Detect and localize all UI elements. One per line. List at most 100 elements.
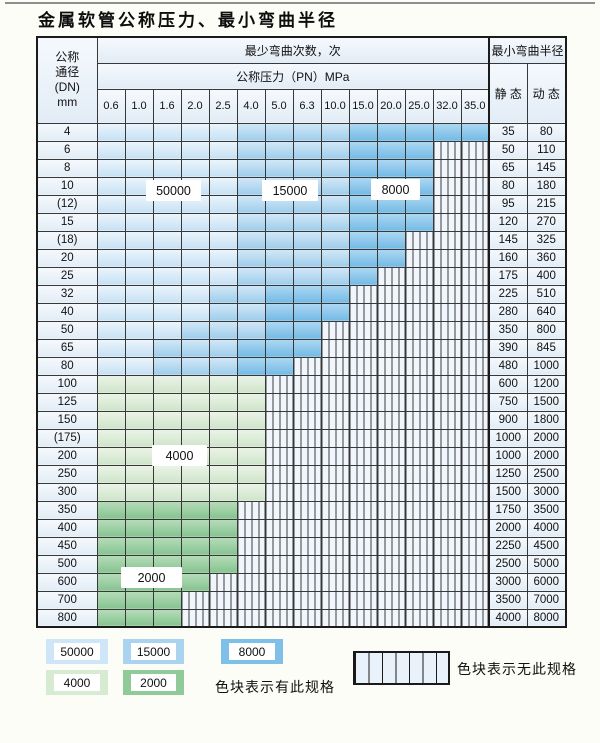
table-row: 150 900 1800 — [36, 410, 567, 430]
cell-no-spec — [320, 410, 350, 430]
dynamic-radius-cell: 1800 — [526, 410, 567, 430]
cell-spec-b8 — [320, 302, 350, 322]
cell-no-spec — [236, 500, 266, 520]
cell-spec-b15 — [264, 230, 294, 250]
cell-no-spec — [236, 536, 266, 556]
table-row: 700 3500 7000 — [36, 590, 567, 610]
cycles-label-50000: 50000 — [146, 180, 201, 201]
cell-no-spec — [460, 482, 490, 502]
cell-spec-b15 — [236, 320, 266, 340]
dynamic-radius-cell: 7000 — [526, 590, 567, 610]
cell-spec-b50 — [208, 194, 238, 214]
cell-no-spec — [404, 302, 434, 322]
cell-no-spec — [376, 266, 406, 286]
cell-no-spec — [292, 464, 322, 484]
cell-spec-b50 — [208, 248, 238, 268]
cell-spec-b15 — [180, 320, 210, 340]
static-radius-cell: 3000 — [488, 572, 528, 592]
cell-spec-g4 — [180, 374, 210, 394]
table-row: 350 1750 3500 — [36, 500, 567, 520]
dn-cell: 8 — [36, 158, 98, 178]
cell-spec-g4 — [208, 374, 238, 394]
cell-no-spec — [404, 536, 434, 556]
cell-no-spec — [320, 374, 350, 394]
cell-no-spec — [404, 518, 434, 538]
cell-no-spec — [348, 428, 378, 448]
dynamic-radius-cell: 1500 — [526, 392, 567, 412]
cell-no-spec — [320, 338, 350, 358]
cell-no-spec — [376, 284, 406, 304]
cell-spec-g2 — [96, 590, 126, 610]
dynamic-radius-cell: 4000 — [526, 518, 567, 538]
cell-spec-b15 — [208, 284, 238, 304]
cell-no-spec — [432, 140, 462, 160]
cell-spec-b15 — [264, 158, 294, 178]
cell-spec-b8 — [348, 122, 378, 142]
cell-spec-b15 — [236, 212, 266, 232]
cell-spec-b15 — [236, 266, 266, 286]
cell-spec-b15 — [292, 212, 322, 232]
cell-spec-b50 — [96, 176, 126, 196]
cell-no-spec — [404, 248, 434, 268]
cell-no-spec — [404, 266, 434, 286]
static-radius-cell: 1500 — [488, 482, 528, 502]
cell-no-spec — [460, 554, 490, 574]
legend-swatch-8000: 8000 — [221, 639, 283, 664]
cell-no-spec — [460, 572, 490, 592]
cell-spec-b8 — [348, 158, 378, 178]
table-row: (18) 145 325 — [36, 230, 567, 250]
cell-no-spec — [404, 446, 434, 466]
cell-spec-g4 — [236, 482, 266, 502]
table-row: 800 4000 8000 — [36, 608, 567, 628]
cell-spec-g2 — [124, 590, 154, 610]
bend-cycles-header: 最少弯曲次数，次 — [96, 36, 490, 64]
cell-no-spec — [376, 356, 406, 376]
cell-spec-b8 — [376, 230, 406, 250]
cell-no-spec — [320, 482, 350, 502]
cell-spec-b50 — [208, 140, 238, 160]
dn-header: 公称 通径 (DN) mm — [36, 36, 98, 124]
cell-spec-g4 — [124, 464, 154, 484]
cell-spec-b15 — [208, 356, 238, 376]
cell-spec-b8 — [264, 302, 294, 322]
cell-no-spec — [460, 464, 490, 484]
cell-spec-b50 — [124, 338, 154, 358]
cell-no-spec — [460, 608, 490, 628]
pressure-col-header: 6.3 — [292, 88, 322, 124]
cell-no-spec — [292, 518, 322, 538]
cell-spec-b15 — [292, 158, 322, 178]
cell-no-spec — [292, 590, 322, 610]
cell-no-spec — [376, 392, 406, 412]
cell-no-spec — [348, 518, 378, 538]
dn-cell: (12) — [36, 194, 98, 214]
cell-spec-g4 — [96, 446, 126, 466]
static-radius-cell: 2250 — [488, 536, 528, 556]
static-radius-cell: 175 — [488, 266, 528, 286]
cell-spec-b15 — [236, 140, 266, 160]
cell-no-spec — [432, 572, 462, 592]
cell-no-spec — [348, 464, 378, 484]
legend-swatch-15000: 15000 — [123, 639, 184, 664]
cell-no-spec — [432, 248, 462, 268]
dn-cell: 600 — [36, 572, 98, 592]
cell-spec-b50 — [124, 122, 154, 142]
table-row: 300 1500 3000 — [36, 482, 567, 502]
cell-no-spec — [460, 356, 490, 376]
cell-no-spec — [264, 428, 294, 448]
cell-no-spec — [460, 284, 490, 304]
cell-spec-g4 — [236, 410, 266, 430]
cell-spec-b15 — [208, 320, 238, 340]
cell-spec-b15 — [320, 176, 350, 196]
cell-no-spec — [320, 428, 350, 448]
cell-no-spec — [460, 500, 490, 520]
cell-spec-g4 — [96, 482, 126, 502]
cell-no-spec — [376, 554, 406, 574]
cell-no-spec — [292, 554, 322, 574]
pressure-col-header: 32.0 — [432, 88, 462, 124]
cell-spec-b50 — [208, 176, 238, 196]
dn-cell: 20 — [36, 248, 98, 268]
dn-cell: 80 — [36, 356, 98, 376]
cell-spec-b50 — [96, 194, 126, 214]
cell-no-spec — [432, 374, 462, 394]
legend-swatch-label: 50000 — [54, 643, 100, 660]
